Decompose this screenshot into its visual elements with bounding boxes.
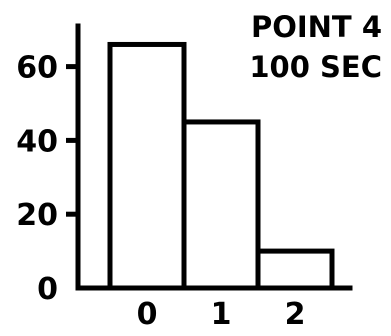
chart-title-line-2: 100 SEC — [249, 50, 382, 84]
bar — [255, 248, 335, 291]
chart-title-line-1: POINT 4 — [251, 10, 382, 44]
bars — [107, 41, 335, 291]
y-tick-label: 0 — [37, 272, 58, 307]
y-tick-label: 60 — [16, 51, 58, 86]
y-tick-label: 20 — [16, 198, 58, 233]
y-axis-ticks: 0 20 40 60 — [16, 51, 78, 307]
x-tick-label: 1 — [211, 297, 232, 332]
x-tick-label: 0 — [137, 297, 158, 332]
x-axis-tick-labels: 0 1 2 — [137, 297, 306, 332]
x-tick-label: 2 — [285, 297, 306, 332]
bar — [107, 41, 187, 291]
chart-title: POINT 4 100 SEC — [249, 10, 382, 84]
y-tick-label: 40 — [16, 124, 58, 159]
bar — [181, 119, 261, 291]
